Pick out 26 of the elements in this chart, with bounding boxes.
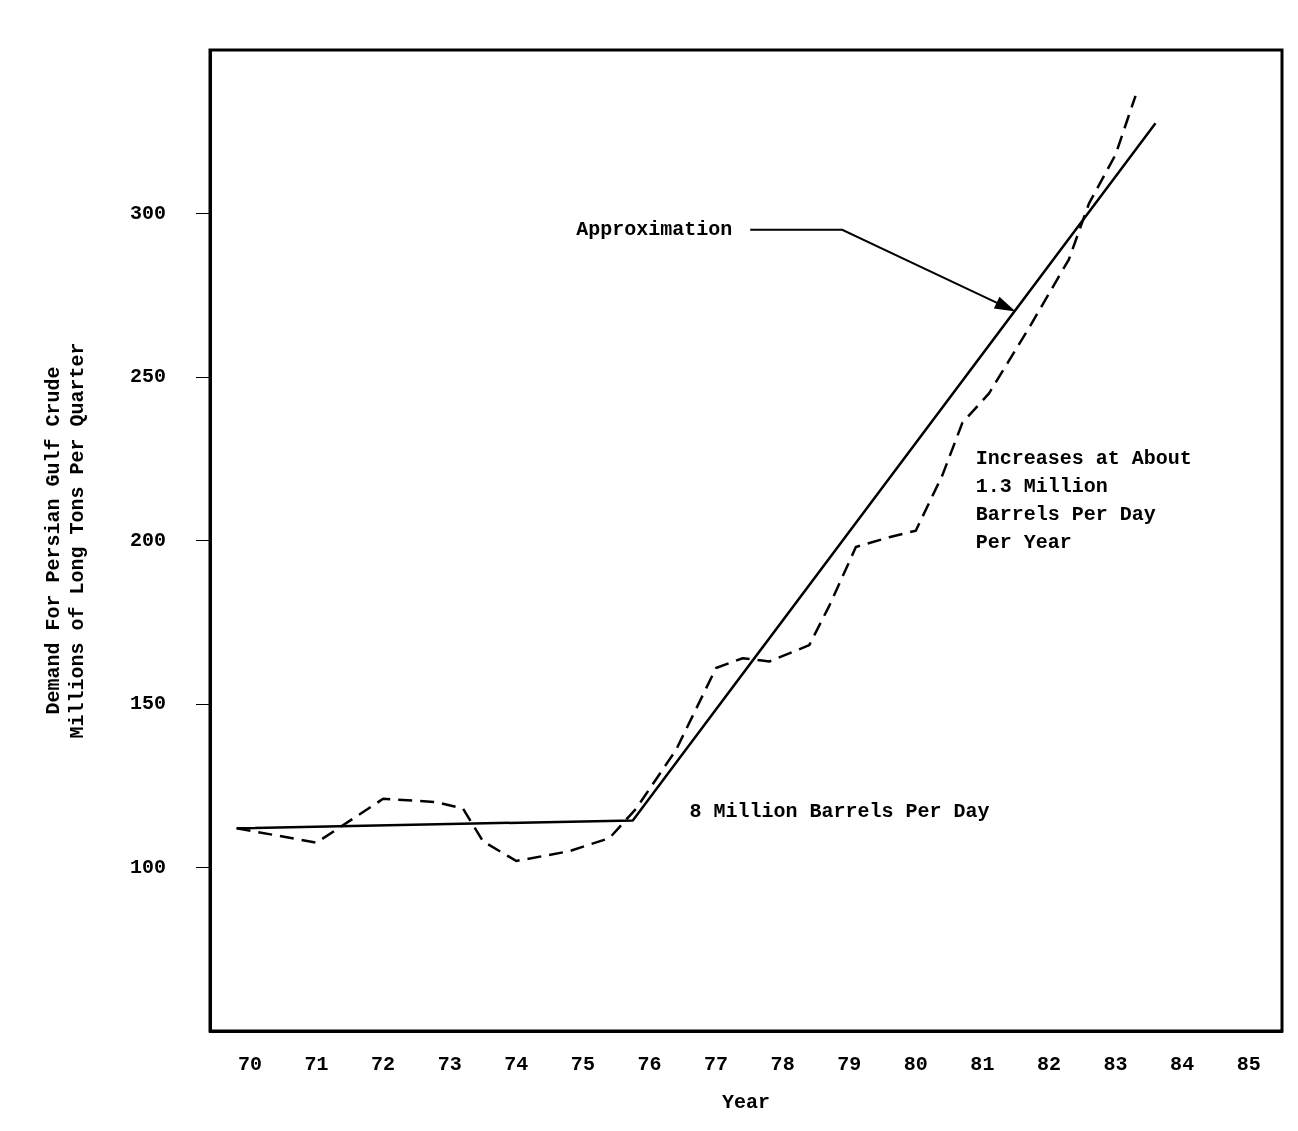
x-tick-label: 72 — [371, 1053, 396, 1077]
x-tick-label: 85 — [1236, 1053, 1261, 1077]
x-tick-label: 75 — [570, 1053, 595, 1077]
annotation: Approximation — [576, 217, 733, 241]
x-tick-label: 83 — [1103, 1053, 1128, 1077]
y-axis-title: Demand For Persian Gulf Crude Millions of Long Tons Per Quarter — [42, 342, 90, 739]
x-tick-label: 79 — [837, 1053, 862, 1077]
x-tick-label: 73 — [437, 1053, 462, 1077]
y-tick-label: 100 — [129, 855, 167, 879]
y-tick-label: 250 — [129, 365, 167, 389]
y-tick-label: 300 — [129, 201, 167, 225]
x-tick-label: 78 — [770, 1053, 795, 1077]
annotation: Increases at About 1.3 Million Barrels Per Day Per Year — [975, 446, 1192, 554]
x-tick-label: 70 — [237, 1053, 262, 1077]
y-tick-label: 200 — [129, 528, 167, 552]
x-tick-label: 71 — [304, 1053, 329, 1077]
x-tick-label: 84 — [1170, 1053, 1195, 1077]
x-tick-label: 80 — [903, 1053, 928, 1077]
x-tick-label: 77 — [704, 1053, 729, 1077]
x-tick-label: 81 — [970, 1053, 995, 1077]
x-tick-label: 82 — [1036, 1053, 1061, 1077]
annotation: 8 Million Barrels Per Day — [689, 799, 990, 823]
y-tick-label: 150 — [129, 692, 167, 716]
x-tick-label: 76 — [637, 1053, 662, 1077]
x-tick-label: 74 — [504, 1053, 529, 1077]
x-axis-title: Year — [722, 1091, 771, 1115]
